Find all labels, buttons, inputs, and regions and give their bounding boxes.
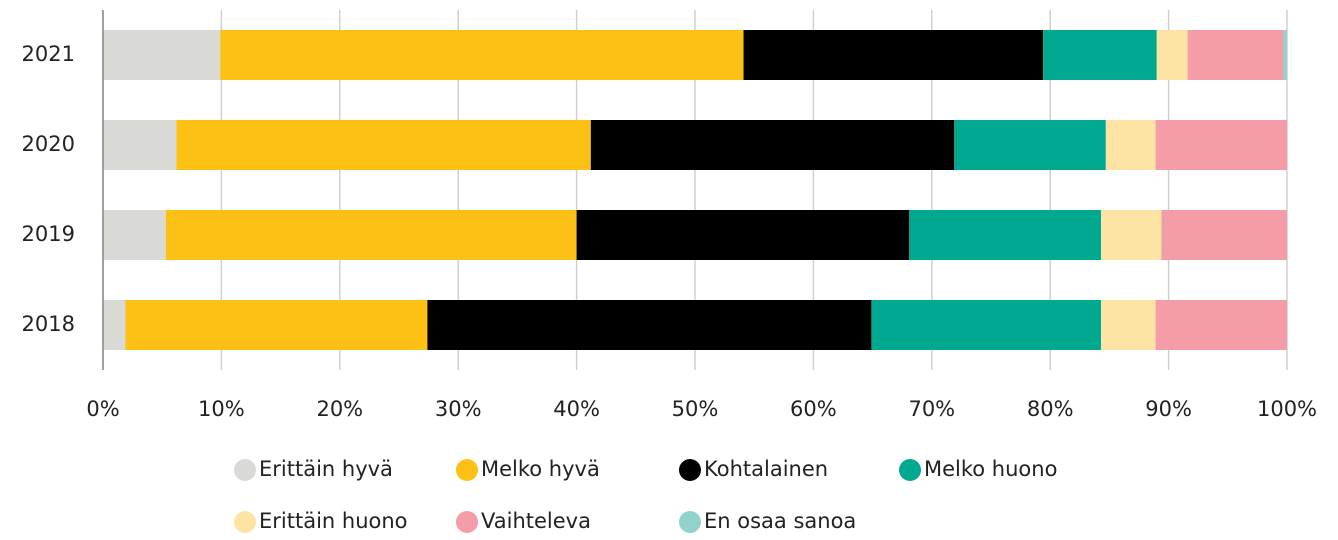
bar-segment [220,30,744,80]
legend-label: Melko huono [924,457,1057,481]
legend-swatch [234,459,256,481]
x-tick-label: 100% [1257,397,1317,421]
bar-segment [1105,120,1156,170]
bar-segment [1187,30,1284,80]
legend-swatch [456,511,478,533]
x-tick-label: 50% [672,397,719,421]
y-tick-label: 2018 [22,312,75,336]
legend-label: Erittäin huono [259,509,408,533]
bar-segment [909,210,1102,260]
y-tick-label: 2019 [22,222,75,246]
legend-swatch [679,511,701,533]
x-tick-label: 30% [435,397,482,421]
bar-segment [1283,30,1287,80]
bar-segment [871,300,1102,350]
legend-swatch [899,459,921,481]
x-tick-label: 20% [316,397,363,421]
x-tick-label: 60% [790,397,837,421]
bar-segment [1101,210,1162,260]
legend-label: Erittäin hyvä [259,457,393,481]
bar-segment [103,30,221,80]
bar-segment [176,120,591,170]
bar-segment [165,210,577,260]
bar-segment [103,120,177,170]
legend-swatch [234,511,256,533]
y-tick-label: 2021 [22,42,75,66]
x-tick-label: 80% [1027,397,1074,421]
bar-segment [1155,300,1287,350]
y-tick-label: 2020 [22,132,75,156]
bar-segment [576,210,910,260]
bar-segment [427,300,872,350]
x-tick-label: 90% [1145,397,1192,421]
legend-label: Vaihteleva [481,509,591,533]
legend-label: Kohtalainen [704,457,828,481]
bar-segment [590,120,955,170]
bar-segment [125,300,428,350]
bar-segment [103,300,126,350]
bar-segment [1156,30,1188,80]
x-tick-label: 10% [198,397,245,421]
legend-label: En osaa sanoa [704,509,856,533]
bar-segment [1043,30,1157,80]
bar-segment [954,120,1106,170]
x-tick-label: 0% [86,397,119,421]
legend-swatch [456,459,478,481]
bar-segment [1101,300,1156,350]
bar-segment [103,210,166,260]
x-tick-label: 70% [908,397,955,421]
legend-swatch [679,459,701,481]
bar-segment [743,30,1044,80]
legend-label: Melko hyvä [481,457,600,481]
bar-segment [1155,120,1287,170]
bar-segment [1161,210,1287,260]
x-tick-label: 40% [553,397,600,421]
